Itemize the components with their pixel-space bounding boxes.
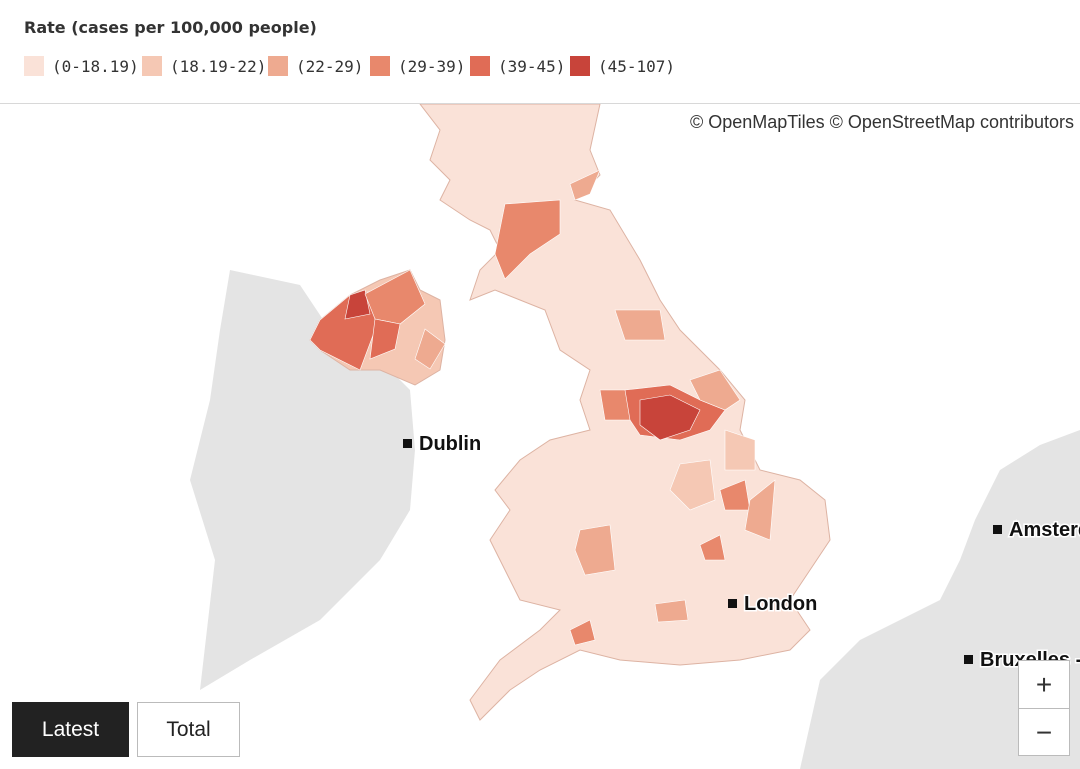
zoom-control: + − [1018, 660, 1070, 756]
legend-label: (0-18.19) [52, 56, 139, 76]
legend-swatch [370, 56, 390, 76]
legend-item: (29-39) [370, 55, 465, 77]
region [744, 479, 776, 541]
legend-label: (39-45) [498, 56, 566, 76]
legend-swatch [470, 56, 490, 76]
legend-item: (22-29) [268, 55, 363, 77]
region [494, 199, 561, 280]
legend-swatch [268, 56, 288, 76]
region [699, 534, 726, 561]
regions [309, 169, 776, 646]
europe-land [800, 430, 1080, 769]
region [639, 394, 701, 441]
legend-swatch [570, 56, 590, 76]
place-label: Dublin [419, 433, 481, 455]
region [689, 369, 741, 411]
place-marker [993, 525, 1002, 534]
legend-item: (0-18.19) [24, 55, 139, 77]
region [569, 619, 596, 646]
legend-item: (45-107) [570, 55, 675, 77]
region [569, 169, 601, 201]
legend-swatch [24, 56, 44, 76]
region [724, 429, 756, 471]
legend: Rate (cases per 100,000 people) (0-18.19… [0, 0, 1080, 104]
region [654, 599, 689, 623]
place-marker [964, 655, 973, 664]
legend-item: (39-45) [470, 55, 565, 77]
map: © OpenMapTiles © OpenStreetMap contribut… [190, 104, 1080, 769]
legend-label: (45-107) [598, 56, 676, 76]
region [414, 328, 446, 370]
place-marker [728, 599, 737, 608]
legend-swatch [142, 56, 162, 76]
region [369, 318, 401, 360]
place-label: London [744, 593, 817, 615]
region [614, 309, 666, 341]
attribution: © OpenMapTiles © OpenStreetMap contribut… [690, 112, 1074, 132]
legend-label: (29-39) [398, 56, 466, 76]
region [344, 289, 371, 320]
region [669, 459, 716, 511]
legend-title: Rate (cases per 100,000 people) [24, 18, 317, 37]
legend-label: (18.19-22) [170, 56, 267, 76]
legend-label: (22-29) [296, 56, 364, 76]
place-marker [403, 439, 412, 448]
region [364, 269, 426, 325]
total-button[interactable]: Total [137, 702, 240, 757]
ireland-land [190, 270, 415, 690]
legend-item: (18.19-22) [142, 55, 266, 77]
region [574, 524, 616, 576]
zoom-out[interactable]: − [1035, 716, 1053, 748]
latest-button[interactable]: Latest [12, 702, 129, 757]
place-label: Amsterdam [1009, 519, 1080, 541]
zoom-in[interactable]: + [1019, 661, 1069, 709]
